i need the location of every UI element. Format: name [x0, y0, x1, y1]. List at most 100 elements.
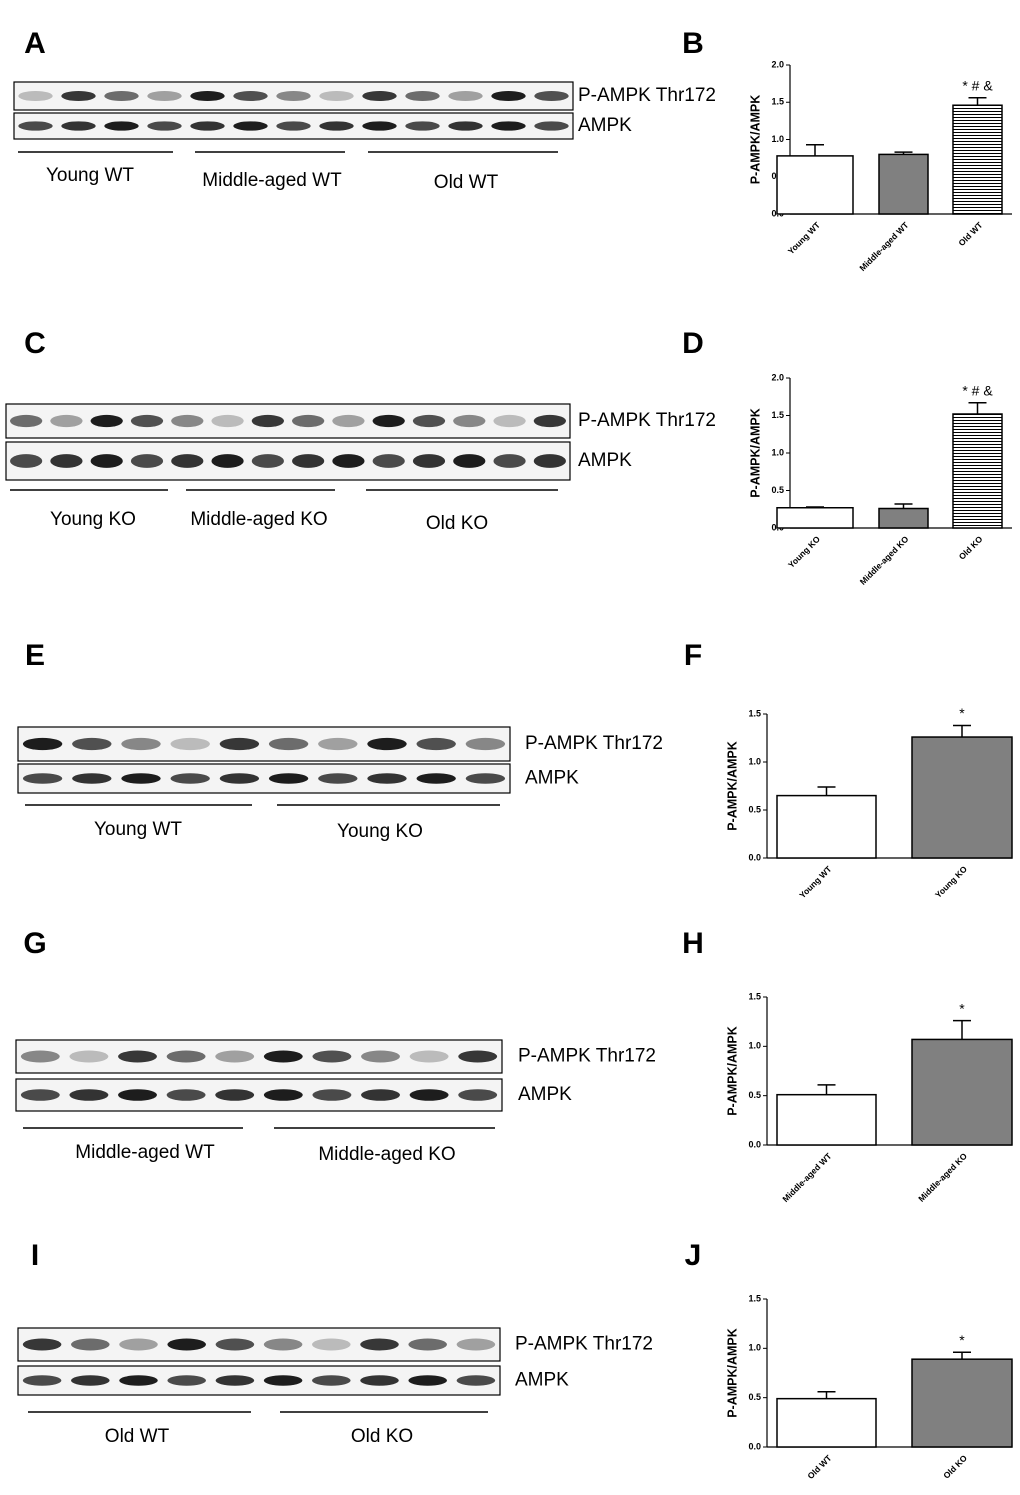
blot-band: [458, 1089, 498, 1101]
blot-band: [533, 454, 566, 468]
bar: [878, 507, 929, 529]
blot-band: [130, 454, 164, 468]
blot-band: [292, 414, 325, 428]
blot-band: [332, 414, 365, 428]
blot-band: [119, 1375, 158, 1386]
error-bar: [817, 786, 836, 796]
blot-band: [312, 1375, 351, 1386]
bar: [952, 104, 1003, 215]
error-bar: [817, 1084, 836, 1095]
group-label: Young KO: [337, 821, 423, 842]
blot-band: [251, 414, 284, 428]
y-tick-label: 1.0: [771, 134, 784, 144]
blot-band: [130, 414, 164, 428]
blot-band: [10, 454, 43, 468]
error-bar: [806, 143, 824, 156]
y-tick-label: 1.0: [748, 1041, 761, 1051]
y-tick-label: 0.5: [771, 485, 784, 495]
blot-band: [22, 1375, 62, 1386]
blot-band: [219, 773, 260, 784]
significance: *: [959, 1000, 965, 1016]
blot-row-label: P-AMPK Thr172: [578, 85, 716, 106]
y-tick-label: 1.5: [748, 708, 761, 718]
blot-band: [215, 1338, 255, 1351]
x-tick-label: Young KO: [933, 864, 969, 900]
x-tick-label: Old WT: [805, 1452, 834, 1481]
panel-label: J: [685, 1239, 702, 1272]
blot-band: [20, 1050, 60, 1063]
blot-band: [534, 90, 569, 102]
blot-band: [448, 121, 483, 131]
error-bar: [968, 402, 987, 414]
y-axis-label: P-AMPK/AMPK: [725, 741, 739, 831]
blot-band: [147, 121, 182, 131]
group-label: Old WT: [105, 1426, 170, 1447]
blot-band: [292, 454, 325, 468]
blot-band: [493, 414, 526, 428]
blot-row-label: AMPK: [578, 115, 632, 136]
blot-band: [409, 1050, 449, 1063]
blot-frame: [15, 1039, 503, 1074]
x-tick-label: Old KO: [941, 1453, 969, 1481]
group-label: Middle-aged KO: [190, 509, 327, 530]
group-label: Old KO: [426, 513, 488, 534]
blot-row-label: P-AMPK Thr172: [518, 1046, 656, 1067]
blot-band: [367, 773, 407, 784]
blot-band: [61, 121, 96, 131]
blot-band: [69, 1050, 109, 1063]
y-tick-label: 0.5: [748, 1392, 761, 1402]
blot-band: [412, 454, 446, 468]
blot-band: [416, 773, 456, 784]
blot-frame: [5, 441, 571, 481]
significance: * # &: [962, 77, 993, 93]
bar: [911, 736, 1013, 859]
blot-band: [319, 121, 354, 131]
blot-band: [453, 454, 486, 468]
blot-band: [121, 737, 161, 751]
blot-row-label: AMPK: [515, 1370, 569, 1391]
blot-band: [263, 1089, 303, 1101]
x-tick-label: Middle-aged KO: [858, 534, 911, 587]
y-tick-label: 1.5: [748, 1293, 761, 1303]
blot-band: [69, 1089, 109, 1101]
group-label: Young WT: [46, 165, 134, 186]
blot-band: [312, 1050, 352, 1063]
x-tick-label: Young WT: [786, 219, 823, 256]
blot-band: [18, 121, 53, 131]
y-tick-label: 1.5: [771, 97, 784, 107]
blot-band: [72, 773, 112, 784]
blot-band: [171, 454, 204, 468]
blot-band: [360, 1375, 399, 1386]
blot-band: [190, 90, 225, 102]
panel-label: I: [31, 1239, 39, 1272]
blot-band: [118, 1050, 157, 1063]
blot-band: [318, 773, 358, 784]
blot-band: [405, 90, 440, 102]
blot-band: [50, 454, 83, 468]
bar: [911, 1038, 1013, 1146]
y-tick-label: 1.5: [748, 991, 761, 1001]
group-label: Young KO: [50, 509, 136, 530]
bar: [776, 1093, 877, 1146]
group-label: Middle-aged WT: [75, 1142, 215, 1163]
blot-row-label: AMPK: [578, 450, 632, 471]
blot-band: [405, 121, 440, 131]
blot-band: [50, 414, 83, 428]
blot-row-label: AMPK: [518, 1084, 572, 1105]
group-label: Middle-aged KO: [318, 1144, 455, 1165]
bar: [776, 794, 877, 859]
blot-band: [72, 737, 112, 751]
blot-row-label: P-AMPK Thr172: [515, 1334, 653, 1355]
bar: [776, 507, 854, 529]
blot-band: [416, 737, 456, 751]
blot-band: [465, 773, 506, 784]
panel-label: B: [682, 27, 704, 60]
y-tick-label: 2.0: [771, 372, 784, 382]
blot-band: [219, 737, 260, 751]
group-label: Middle-aged WT: [202, 170, 342, 191]
blot-band: [90, 414, 123, 428]
y-axis-label: P-AMPK/AMPK: [748, 95, 762, 185]
x-tick-label: Middle-aged KO: [916, 1151, 969, 1204]
bar: [878, 153, 929, 215]
